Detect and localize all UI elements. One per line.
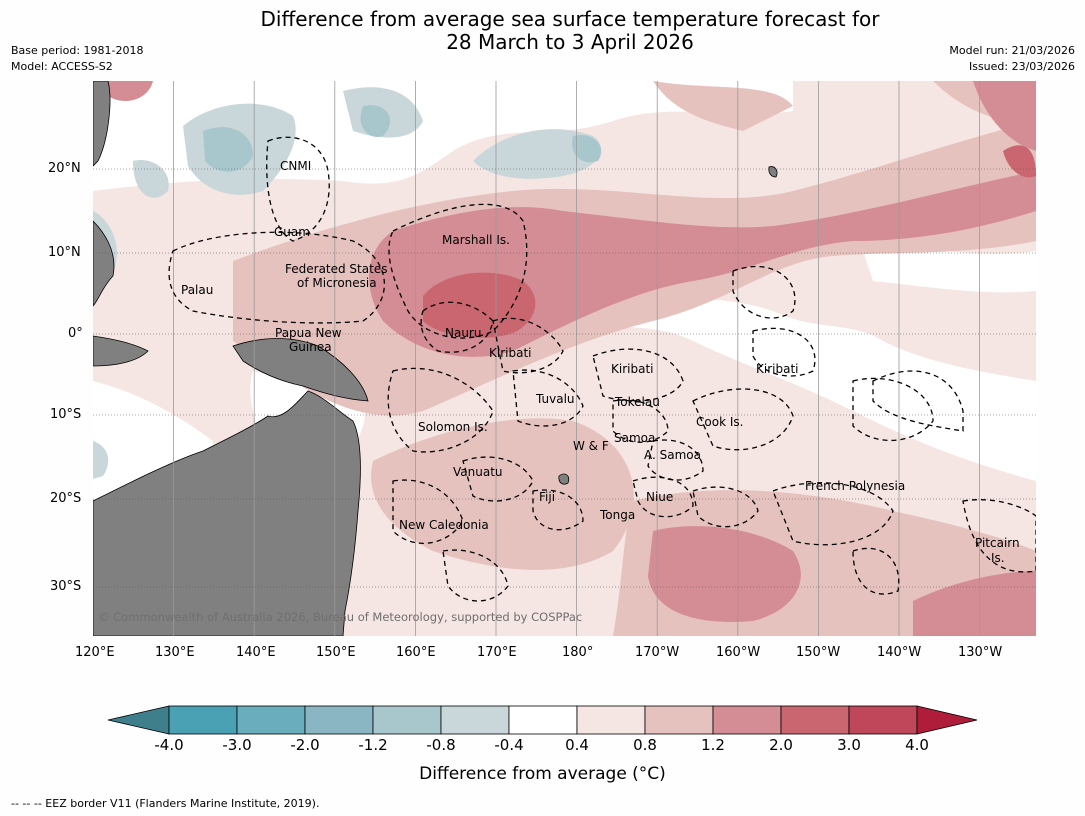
issued-date: Issued: 23/03/2026 — [968, 60, 1075, 73]
lat-label: 20°S — [50, 491, 82, 506]
colorbar-tick: -3.0 — [222, 736, 252, 754]
lon-label: 140°W — [877, 645, 922, 660]
lon-label: 140°E — [236, 645, 276, 660]
colorbar-tick: 2.0 — [769, 736, 793, 754]
region-label-cnmi: CNMI — [280, 159, 311, 173]
colorbar-cell — [304, 705, 374, 735]
copyright-text: © Commonwealth of Australia 2026, Bureau… — [98, 610, 582, 624]
warm-anomaly-band-2 — [103, 81, 1036, 636]
colorbar-tick: -4.0 — [154, 736, 184, 754]
region-label-pitcairn-2: Is. — [991, 551, 1005, 565]
lat-label: 30°S — [50, 579, 82, 594]
colorbar — [107, 705, 978, 735]
land-masses — [93, 81, 778, 636]
lat-label: 0° — [68, 326, 83, 341]
region-label-vanuatu: Vanuatu — [453, 465, 503, 479]
lon-label: 160°E — [396, 645, 436, 660]
eez-borders — [168, 136, 1036, 602]
region-label-new-caledonia: New Caledonia — [399, 518, 489, 532]
region-label-guam: Guam — [274, 225, 310, 239]
model-run: Model run: 21/03/2026 — [949, 44, 1075, 57]
colorbar-cell — [848, 705, 918, 735]
region-label-pitcairn-1: Pitcairn — [975, 536, 1020, 550]
region-label-kiribati-central: Kiribati — [611, 362, 653, 376]
title-line-2: 28 March to 3 April 2026 — [446, 30, 694, 54]
lat-label: 10°N — [48, 245, 81, 260]
philippines — [93, 220, 115, 307]
region-label-tuvalu: Tuvalu — [535, 392, 575, 406]
region-label-fsm-2: of Micronesia — [297, 276, 377, 290]
chart-title: Difference from average sea surface temp… — [0, 8, 1085, 54]
base-period: Base period: 1981-2018 — [11, 44, 144, 57]
colorbar-cell — [712, 705, 782, 735]
eez-legend: -- -- -- EEZ border V11 (Flanders Marine… — [11, 797, 320, 810]
lon-label: 130°W — [958, 645, 1003, 660]
colorbar-cell — [780, 705, 850, 735]
region-label-french-polynesia: French Polynesia — [805, 479, 905, 493]
colorbar-tick: -1.2 — [358, 736, 388, 754]
region-label-samoa: Samoa — [614, 431, 655, 445]
sst-anomaly-map: CNMI Guam Marshall Is. Federated States … — [93, 81, 1036, 636]
region-label-american-samoa: A. Samoa — [644, 448, 701, 462]
region-label-fiji: Fiji — [539, 490, 555, 504]
meta-left: Base period: 1981-2018 Model: ACCESS-S2 — [11, 43, 143, 75]
lon-label: 150°E — [316, 645, 356, 660]
colorbar-cell — [576, 705, 646, 735]
region-label-png-2: Guinea — [289, 340, 332, 354]
region-label-palau: Palau — [181, 283, 213, 297]
region-label-niue: Niue — [646, 490, 673, 504]
title-line-1: Difference from average sea surface temp… — [260, 7, 880, 31]
papua-new-guinea — [232, 338, 369, 402]
colorbar-title: Difference from average (°C) — [419, 764, 666, 784]
colorbar-tick: 4.0 — [905, 736, 929, 754]
colorbar-cell — [644, 705, 714, 735]
colorbar-cell — [236, 705, 306, 735]
indonesia — [93, 335, 149, 367]
region-label-tonga: Tonga — [599, 508, 635, 522]
lon-label: 170°E — [477, 645, 517, 660]
region-labels: CNMI Guam Marshall Is. Federated States … — [181, 159, 1020, 565]
region-label-fsm-1: Federated States — [285, 262, 387, 276]
lat-label: 20°N — [48, 161, 81, 176]
colorbar-extend-high — [916, 705, 978, 735]
region-label-solomon: Solomon Is. — [418, 420, 488, 434]
australia — [93, 390, 361, 636]
colorbar-cell — [372, 705, 442, 735]
colorbar-extend-low — [107, 705, 170, 735]
model-name: Model: ACCESS-S2 — [11, 60, 113, 73]
colorbar-tick: 0.8 — [633, 736, 657, 754]
colorbar-tick: 1.2 — [701, 736, 725, 754]
meta-right: Model run: 21/03/2026 Issued: 23/03/2026 — [949, 43, 1075, 75]
region-label-kiribati-west: Kiribati — [489, 346, 531, 360]
region-label-png-1: Papua New — [275, 326, 342, 340]
colorbar-cell — [508, 705, 578, 735]
region-label-wallis-futuna: W & F — [573, 439, 609, 453]
region-label-kiribati-east: Kiribati — [756, 362, 798, 376]
colorbar-tick: 3.0 — [837, 736, 861, 754]
lon-label: 160°W — [716, 645, 761, 660]
warm-anomaly-core — [423, 145, 1036, 338]
colorbar-cell — [168, 705, 238, 735]
lon-label: 180° — [562, 645, 594, 660]
colorbar-tick: 0.4 — [565, 736, 589, 754]
lat-label: 10°S — [50, 407, 82, 422]
lon-label: 170°W — [635, 645, 680, 660]
region-label-nauru: Nauru — [445, 326, 481, 340]
asia-coast — [93, 81, 111, 167]
cool-anomaly-cores — [203, 105, 602, 172]
lon-label: 150°W — [796, 645, 841, 660]
gridlines — [93, 81, 1036, 636]
colorbar-tick: -2.0 — [290, 736, 320, 754]
colorbar-cell — [440, 705, 510, 735]
lon-label: 120°E — [75, 645, 115, 660]
region-label-marshall: Marshall Is. — [442, 233, 510, 247]
region-label-cook: Cook Is. — [696, 415, 743, 429]
region-label-tokelau: Tokelau — [614, 395, 660, 409]
fiji-land — [558, 473, 570, 485]
colorbar-tick: -0.8 — [426, 736, 456, 754]
lon-label: 130°E — [155, 645, 195, 660]
colorbar-tick: -0.4 — [494, 736, 524, 754]
